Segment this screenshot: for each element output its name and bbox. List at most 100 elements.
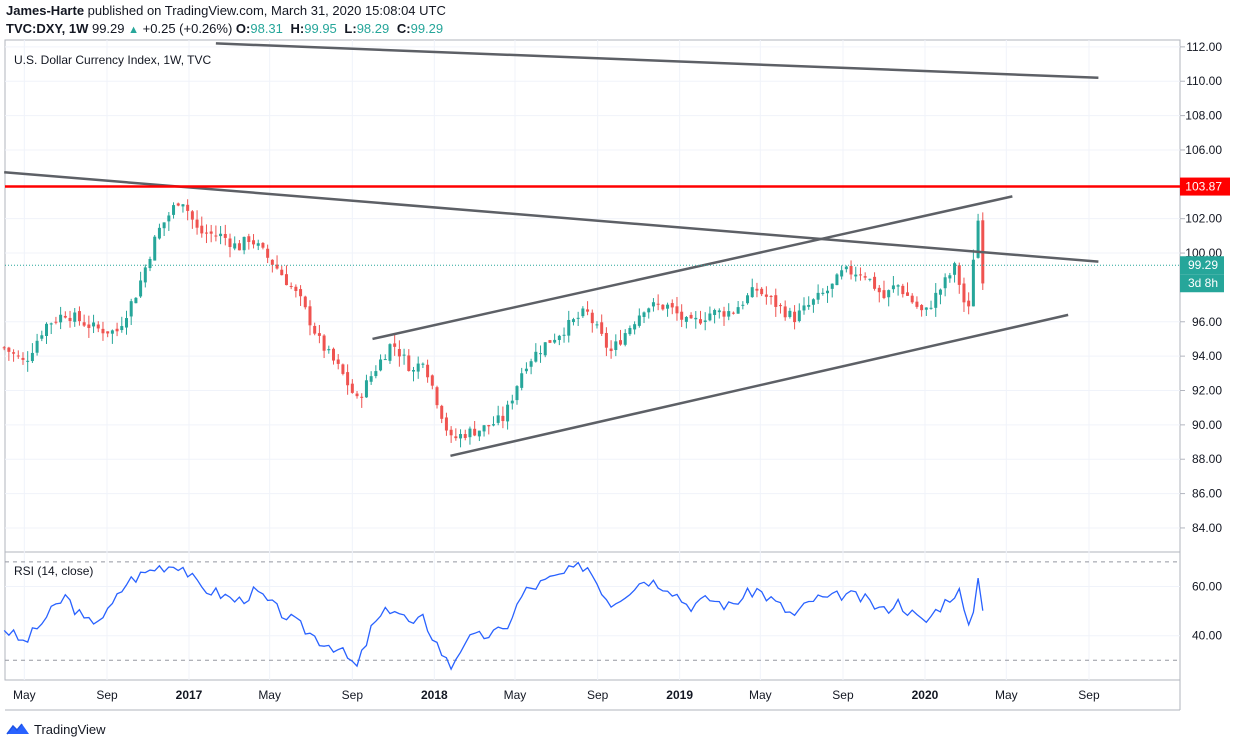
candle-body: [172, 205, 176, 215]
candle-body: [821, 292, 825, 294]
candle-body: [186, 204, 190, 211]
candle-body: [162, 222, 166, 229]
time-axis[interactable]: May Sep 2017 May Sep 2018 May Sep 2019 May Sep 2020…: [13, 688, 1100, 702]
candle-body: [68, 317, 72, 322]
candle-body: [929, 307, 933, 309]
candle-body: [73, 312, 77, 322]
candle-body: [402, 354, 406, 356]
close-label: C:: [396, 21, 411, 36]
candle-body: [529, 361, 533, 367]
price-tick-label: 94.00: [1192, 349, 1222, 363]
candle-body: [684, 317, 688, 322]
candle-body: [411, 370, 415, 372]
candle-body: [698, 319, 702, 324]
candle-body: [332, 348, 336, 361]
candle-body: [600, 322, 604, 334]
candle-body: [374, 371, 378, 377]
candle-body: [299, 289, 303, 297]
candle-body: [256, 243, 260, 246]
candle-body: [953, 263, 957, 275]
price-tick-label: 86.00: [1192, 487, 1222, 501]
candle-body: [774, 295, 778, 307]
candle-body: [289, 286, 293, 288]
rsi-line: [3, 561, 984, 671]
candle-body: [2, 347, 6, 349]
candle-body: [204, 232, 208, 234]
candle-body: [967, 300, 971, 307]
published-text: published on TradingView.com, March 31, …: [87, 3, 446, 18]
rsi-title: RSI (14, close): [14, 564, 93, 578]
candle-body: [637, 315, 641, 326]
trendlines[interactable]: [4, 42, 1099, 458]
high-label: H:: [290, 21, 305, 36]
time-tick-label: 2017: [176, 688, 203, 702]
time-tick-label: 2019: [666, 688, 693, 702]
candle-body: [877, 287, 881, 293]
candle-body: [59, 314, 63, 323]
candle-body: [661, 304, 665, 310]
candle-body: [567, 319, 571, 336]
time-tick-label: Sep: [832, 688, 854, 702]
candle-body: [284, 274, 288, 286]
candle-body: [534, 351, 538, 362]
candle-body: [586, 309, 590, 312]
time-tick-label: Sep: [96, 688, 118, 702]
candle-body: [482, 425, 486, 432]
grid: [5, 40, 1180, 680]
candle-body: [670, 303, 674, 308]
trendline[interactable]: [450, 313, 1069, 458]
tradingview-brand: TradingView: [34, 721, 106, 737]
candle-body: [797, 310, 801, 322]
candle-body: [896, 285, 900, 287]
candle-body: [115, 328, 119, 332]
trendline[interactable]: [372, 195, 1013, 341]
candle-body: [397, 348, 401, 357]
candle-body: [77, 311, 81, 322]
candle-body: [920, 304, 924, 311]
candle-body: [938, 289, 942, 295]
price-tick-label: 92.00: [1192, 383, 1222, 397]
candle-body: [181, 204, 185, 207]
time-tick-label: May: [995, 688, 1018, 702]
candle-body: [816, 292, 820, 300]
candle-body: [506, 404, 510, 422]
candle-body: [717, 310, 721, 313]
candle-body: [802, 305, 806, 311]
candle-body: [233, 243, 237, 249]
candle-body: [501, 415, 505, 422]
candle-body: [327, 349, 331, 351]
candle-body: [666, 304, 670, 309]
candle-body: [633, 324, 637, 330]
candle-body: [971, 259, 975, 307]
candle-body: [40, 335, 44, 339]
author-name[interactable]: James-Harte: [6, 3, 85, 18]
candle-body: [209, 231, 213, 234]
time-tick-label: 2018: [421, 688, 448, 702]
price-axis[interactable]: 112.00110.00108.00106.00102.00100.0096.0…: [1180, 40, 1222, 643]
candle-body: [214, 235, 218, 237]
candle-body: [459, 434, 463, 439]
candle-body: [21, 357, 25, 360]
trendline[interactable]: [215, 42, 1099, 80]
candle-body: [675, 306, 679, 314]
candle-body: [793, 311, 797, 323]
candle-body: [910, 295, 914, 303]
candle-body: [901, 285, 905, 295]
candle-body: [266, 248, 270, 258]
candle-body: [313, 325, 317, 334]
candle-body: [491, 424, 495, 426]
candle-body: [755, 288, 759, 291]
candle-body: [849, 266, 853, 275]
candle-body: [957, 265, 961, 285]
candle-body: [355, 393, 359, 397]
candle-body: [322, 335, 326, 351]
footer-brand[interactable]: TradingView: [6, 720, 106, 738]
triangle-up-icon: ▲: [128, 24, 140, 36]
resistance-price-label: 103.87: [1185, 180, 1222, 194]
candle-body: [45, 323, 49, 336]
candle-body: [713, 310, 717, 315]
time-tick-label: Sep: [587, 688, 609, 702]
symbol-label: TVC:DXY, 1W: [6, 21, 89, 36]
candle-body: [30, 352, 34, 362]
